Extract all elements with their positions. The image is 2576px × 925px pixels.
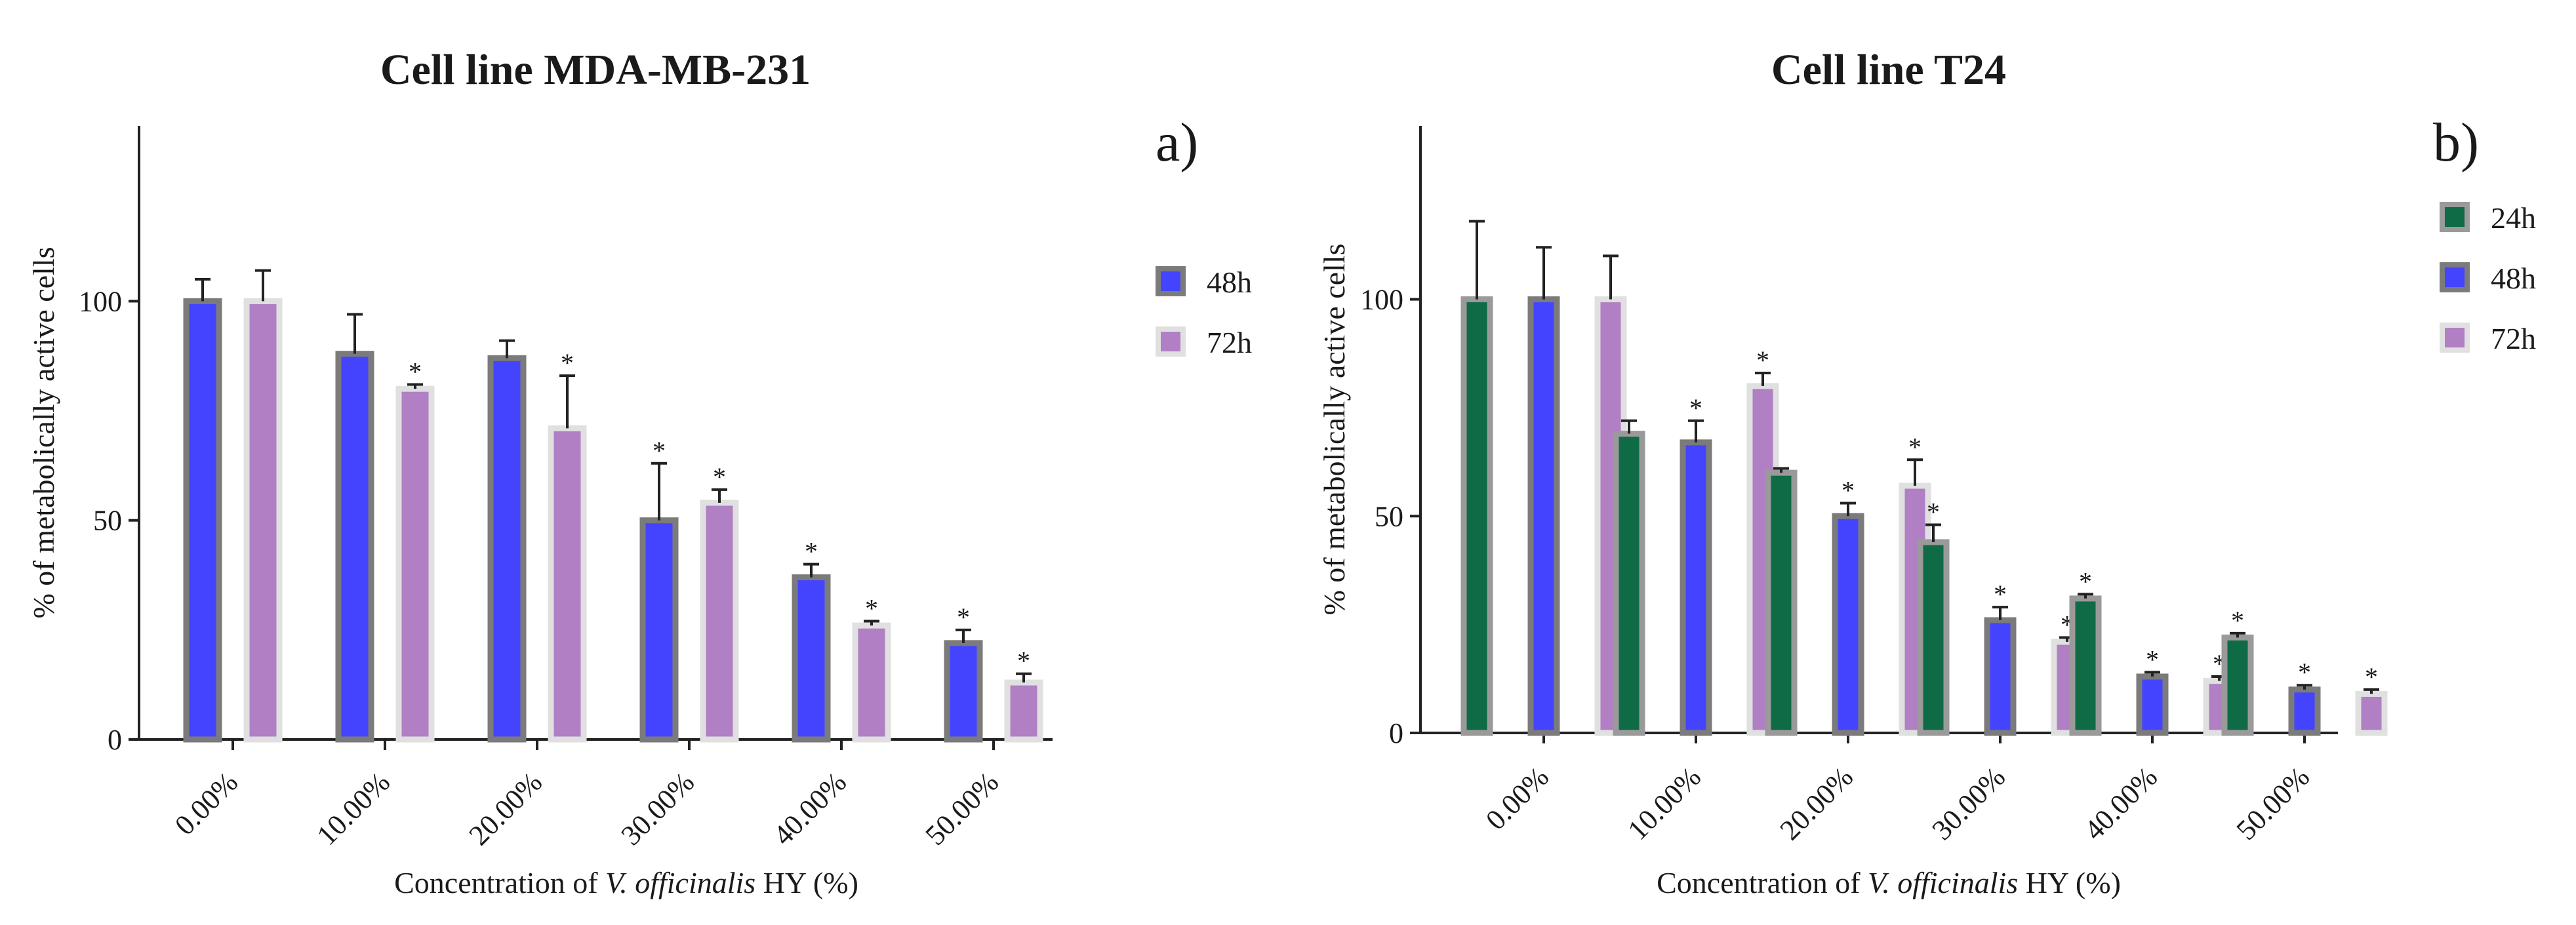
chart-panel-a: Cell line MDA-MB-231 a) 0 50 100 % of metabol… — [27, 46, 1252, 899]
x-axis-title-prefix: Concentration of — [1657, 866, 1868, 899]
bar — [2136, 673, 2169, 736]
bar — [1765, 469, 1798, 736]
x-tick-label: 30.00% — [1925, 760, 2011, 846]
x-tick-label: 0.00% — [169, 766, 244, 841]
significance-marker: * — [1908, 432, 1922, 462]
bar — [548, 425, 587, 743]
legend-label: 48h — [1207, 266, 1252, 299]
x-tick-label: 40.00% — [2078, 760, 2163, 846]
bar — [852, 622, 891, 743]
significance-marker: * — [805, 537, 818, 566]
bar — [639, 517, 679, 743]
significance-marker: * — [2365, 662, 2378, 692]
bar — [1832, 513, 1864, 736]
y-tick-label: 50 — [93, 505, 122, 537]
significance-marker: * — [2231, 606, 2244, 635]
bar — [1460, 296, 1493, 736]
x-axis-title-suffix: HY (%) — [2018, 866, 2121, 899]
y-tick-label: 100 — [79, 285, 122, 317]
bar — [395, 385, 435, 743]
significance-marker: * — [2079, 566, 2092, 596]
significance-marker: * — [1841, 475, 1855, 505]
significance-marker: * — [713, 462, 726, 492]
x-tick-label: 20.00% — [1773, 760, 1859, 846]
y-axis-title: % of metabolically active cells — [27, 246, 60, 618]
legend-label: 24h — [2491, 201, 2536, 235]
y-tick-label: 0 — [108, 724, 122, 756]
significance-marker: * — [1927, 498, 1940, 527]
legend-swatch — [2440, 202, 2470, 232]
legend-label: 72h — [1207, 326, 1252, 359]
chart-panel-b: Cell line T24 b) 0 50 100 % of metabolically … — [1318, 46, 2536, 899]
significance-marker: * — [1994, 580, 2007, 609]
x-axis-title-suffix: HY (%) — [755, 866, 858, 899]
bar — [1984, 617, 2017, 736]
significance-marker: * — [2146, 644, 2159, 674]
y-tick-label: 100 — [1360, 284, 1403, 316]
y-axis-title: % of metabolically active cells — [1318, 243, 1351, 615]
significance-marker: * — [2298, 658, 2311, 687]
bar — [2221, 634, 2254, 736]
legend-label: 72h — [2491, 322, 2536, 355]
x-axis-title-prefix: Concentration of — [394, 866, 605, 899]
x-axis-title: Concentration of V. officinalis HY (%) — [1657, 866, 2121, 899]
bar — [700, 500, 739, 743]
chart-title: Cell line MDA-MB-231 — [380, 46, 811, 94]
chart-title: Cell line T24 — [1771, 46, 2006, 94]
x-tick-label: 50.00% — [919, 766, 1005, 852]
significance-marker: * — [957, 602, 970, 632]
bar — [1613, 431, 1645, 736]
legend-swatch — [2440, 262, 2470, 292]
significance-marker: * — [1756, 345, 1769, 375]
bar — [1917, 539, 1950, 736]
significance-marker: * — [1017, 646, 1030, 676]
significance-marker: * — [1689, 393, 1702, 423]
bar — [243, 298, 283, 743]
bar — [2288, 686, 2321, 736]
x-axis-title-italic: V. officinalis — [605, 866, 755, 899]
y-tick-label: 50 — [1375, 500, 1403, 532]
significance-marker: * — [561, 348, 574, 378]
legend-swatch — [1156, 326, 1186, 357]
significance-marker: * — [865, 593, 878, 623]
x-axis-title-italic: V. officinalis — [1868, 866, 2018, 899]
y-tick-label: 0 — [1389, 717, 1403, 749]
x-tick-label: 10.00% — [310, 766, 396, 852]
x-tick-label: 20.00% — [462, 766, 548, 852]
legend-swatch — [1156, 266, 1186, 296]
bar — [1680, 439, 1712, 736]
bar — [1004, 679, 1043, 743]
x-tick-label: 30.00% — [614, 766, 700, 852]
bar — [2069, 595, 2102, 736]
bar — [487, 355, 527, 743]
significance-marker: * — [653, 436, 666, 465]
x-tick-label: 50.00% — [2230, 760, 2316, 846]
x-tick-label: 40.00% — [767, 766, 853, 852]
x-tick-label: 10.00% — [1621, 760, 1707, 846]
panel-label: a) — [1156, 112, 1198, 173]
bar — [792, 574, 831, 743]
x-axis-title: Concentration of V. officinalis HY (%) — [394, 866, 858, 899]
bar — [183, 298, 222, 743]
legend-label: 48h — [2491, 262, 2536, 295]
x-tick-label: 0.00% — [1479, 760, 1555, 836]
bar — [944, 640, 983, 743]
significance-marker: * — [409, 357, 422, 386]
panel-label: b) — [2433, 112, 2479, 173]
legend-swatch — [2440, 323, 2470, 353]
bar — [335, 351, 374, 743]
bar — [1527, 296, 1560, 736]
bar — [2355, 690, 2388, 736]
